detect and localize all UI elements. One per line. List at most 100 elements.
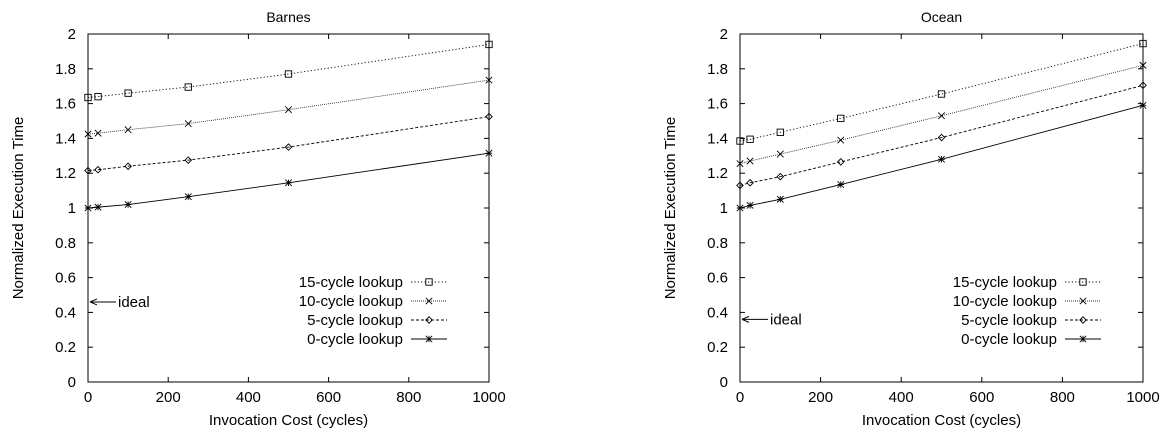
data-point [746, 135, 754, 143]
y-tick-label: 2 [68, 26, 76, 43]
data-point [124, 89, 132, 97]
series-line [739, 64, 1144, 165]
y-tick-label: 0.8 [55, 235, 76, 252]
x-tick-label: 1000 [1126, 389, 1159, 406]
legend-label: 10-cycle lookup [953, 293, 1057, 310]
data-point [1139, 39, 1147, 48]
plot-frame [87, 33, 490, 383]
y-tick-label: 0.2 [707, 339, 728, 356]
data-point [94, 203, 102, 211]
data-point [776, 195, 784, 203]
series-square [736, 39, 1147, 145]
legend-marker [1079, 316, 1087, 324]
data-point [284, 143, 293, 151]
data-point [124, 126, 132, 134]
legend-item: 10-cycle lookup [299, 293, 447, 310]
data-point [94, 165, 102, 174]
legend-item: 0-cycle lookup [307, 331, 447, 348]
legend-marker [425, 278, 433, 286]
y-tick-label: 0.4 [707, 304, 728, 321]
series-x [84, 76, 493, 138]
data-point [746, 178, 754, 187]
y-tick-label: 1 [68, 200, 76, 217]
data-point [84, 93, 92, 102]
data-point [485, 40, 493, 49]
data-point [184, 120, 192, 128]
series-line [739, 84, 1144, 186]
legend: 15-cycle lookup 10-cycle lookup 5-cycle lo… [299, 274, 447, 348]
x-tick-label: 400 [236, 389, 261, 406]
legend-label: 0-cycle lookup [961, 331, 1057, 348]
data-point [284, 179, 293, 187]
y-tick-label: 2 [720, 26, 728, 43]
data-point [836, 158, 845, 166]
chart-title: Ocean [921, 9, 962, 25]
data-point [736, 204, 744, 212]
x-tick-label: 600 [316, 389, 341, 406]
y-tick-label: 0 [68, 374, 76, 391]
y-tick-label: 0.2 [55, 339, 76, 356]
data-point [94, 92, 102, 101]
legend: 15-cycle lookup 10-cycle lookup 5-cycle lo… [953, 274, 1101, 348]
legend-item: 10-cycle lookup [953, 293, 1101, 310]
ideal-label: ideal [118, 294, 150, 311]
data-point [937, 155, 946, 163]
ideal-arrowhead [741, 315, 750, 323]
series-star [84, 149, 493, 212]
y-tick-label: 1.6 [55, 96, 76, 113]
x-tick-label: 200 [808, 389, 833, 406]
legend-marker [425, 297, 433, 305]
legend-label: 15-cycle lookup [953, 274, 1057, 291]
legend-item: 5-cycle lookup [961, 312, 1101, 329]
legend-label: 0-cycle lookup [307, 331, 403, 348]
series-x [736, 61, 1147, 168]
x-tick-label: 1000 [472, 389, 505, 406]
y-tick-label: 1.8 [707, 61, 728, 78]
series-line [87, 79, 490, 135]
data-point [184, 193, 192, 201]
x-tick-label: 0 [84, 389, 92, 406]
data-point [124, 201, 132, 209]
series-star [736, 101, 1147, 212]
series-diamond [84, 112, 493, 175]
legend-marker [1079, 335, 1087, 343]
legend-label: 15-cycle lookup [299, 274, 403, 291]
x-tick-label: 800 [396, 389, 421, 406]
data-point [485, 112, 493, 121]
x-axis-label: Invocation Cost (cycles) [209, 412, 368, 429]
data-point [837, 136, 845, 144]
series-line [87, 43, 490, 98]
x-tick-label: 800 [1050, 389, 1075, 406]
legend-label: 5-cycle lookup [961, 312, 1057, 329]
x-axis-label: Invocation Cost (cycles) [862, 412, 1021, 429]
ideal-label: ideal [770, 311, 802, 328]
y-tick-label: 0.8 [707, 235, 728, 252]
data-point [736, 137, 744, 145]
chart-title: Barnes [266, 9, 310, 25]
legend-marker [425, 335, 433, 343]
series-line [739, 43, 1144, 142]
y-tick-label: 1.2 [707, 165, 728, 182]
legend-marker [425, 316, 433, 324]
ideal-annotation: ideal [89, 294, 150, 311]
data-point [736, 181, 744, 190]
y-tick-label: 1.4 [707, 130, 728, 147]
y-tick-label: 1.8 [55, 61, 76, 78]
data-point [776, 172, 785, 181]
data-point [84, 204, 92, 212]
ideal-arrowhead [89, 298, 98, 306]
y-tick-label: 1 [720, 200, 728, 217]
data-point [937, 90, 946, 98]
chart-panel-2: Ocean 0 0.2 0.4 0.6 0.8 1 1.2 1.4 1.6 1.8 2 0 200 400 6… [662, 9, 1160, 429]
y-tick-label: 1.2 [55, 165, 76, 182]
data-point [184, 156, 193, 164]
data-point [124, 162, 132, 171]
data-point [1139, 81, 1147, 90]
data-point [746, 157, 754, 165]
data-point [94, 129, 102, 137]
legend-label: 10-cycle lookup [299, 293, 403, 310]
legend-item: 15-cycle lookup [953, 274, 1101, 291]
plot-frame [739, 33, 1144, 383]
data-point [736, 160, 744, 168]
